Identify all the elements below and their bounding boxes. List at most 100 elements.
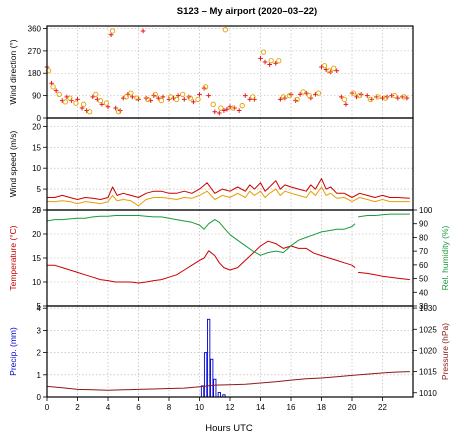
y-axis-label: Temperature (°C): [8, 225, 18, 290]
y-axis-label: Wind speed (m/s): [8, 131, 18, 198]
wind-dir-point: [130, 94, 135, 100]
wind-dir-point: [217, 110, 222, 116]
wind-gust-point: [50, 84, 56, 90]
panel-3-grid: [46, 209, 413, 307]
wind-gust-point: [382, 95, 389, 101]
wind-dir-point: [140, 28, 146, 34]
wind-gust-point: [367, 96, 373, 103]
wind-dir-point: [258, 56, 263, 61]
wind-dir-point: [389, 93, 394, 98]
y-tick-label: 360: [28, 24, 42, 33]
wind-dir-point: [156, 95, 161, 101]
y-tick-label: 0: [37, 206, 42, 215]
wind-dir-point: [364, 93, 370, 98]
wind-dir-point: [273, 60, 279, 66]
series-line-4-2: [46, 371, 410, 391]
wind-gust-point: [276, 58, 282, 64]
wind-dir-point: [49, 80, 54, 86]
y2-tick-label: 60: [419, 261, 428, 270]
wind-dir-point: [191, 99, 196, 105]
wind-dir-point: [267, 62, 272, 67]
wind-gust-point: [195, 96, 201, 103]
y-tick-label: 5: [37, 185, 42, 194]
wind-gust-point: [326, 68, 332, 74]
wind-dir-point: [278, 97, 283, 102]
x-tick-label: 14: [256, 403, 265, 412]
wind-gust-point: [268, 58, 274, 64]
wind-dir-point: [224, 106, 230, 112]
wind-gust-point: [321, 63, 328, 69]
y-tick-label: 10: [32, 278, 41, 287]
wind-gust-point: [350, 90, 357, 96]
y2-tick-label: 80: [419, 233, 428, 242]
wind-gust-point: [45, 68, 52, 74]
wind-dir-point: [113, 105, 118, 111]
wind-dir-point: [221, 108, 227, 113]
series-line-3-1: [47, 240, 410, 284]
wind-gust-point: [230, 105, 236, 111]
wind-gust-point: [218, 105, 224, 111]
wind-dir-point: [247, 97, 253, 102]
wind-gust-point: [280, 94, 287, 100]
y-tick-label: 15: [32, 254, 41, 263]
y-tick-label: 5: [37, 302, 42, 311]
wind-gust-point: [134, 95, 140, 101]
wind-dir-point: [242, 93, 248, 98]
y2-tick-label: 100: [419, 206, 433, 215]
wind-dir-point: [197, 92, 202, 97]
x-tick-label: 22: [378, 403, 387, 412]
wind-gust-point: [187, 95, 194, 101]
wind-gust-point: [341, 96, 348, 103]
series-line-2-1: [47, 178, 410, 200]
precip-bar: [210, 358, 214, 398]
wind-dir-point: [212, 109, 218, 115]
x-tick-label: 18: [317, 403, 326, 412]
y-tick-label: 90: [32, 92, 41, 101]
y-tick-label: 0: [37, 114, 42, 123]
wind-gust-point: [103, 100, 110, 106]
y-tick-label: 15: [32, 143, 41, 152]
wind-gust-point: [152, 91, 158, 98]
y2-tick-label: 1025: [419, 325, 437, 334]
x-axis-label: Hours UTC: [205, 423, 253, 434]
y2-tick-label: 1015: [419, 368, 437, 377]
x-tick-label: 2: [75, 403, 80, 412]
wind-gust-point: [123, 94, 129, 100]
wind-gust-point: [128, 90, 134, 96]
x-tick-label: 0: [45, 403, 50, 412]
wind-gust-point: [392, 92, 398, 99]
y2-tick-label: 70: [419, 247, 428, 256]
wind-dir-point: [105, 104, 111, 110]
wind-dir-point: [160, 94, 166, 100]
wind-gust-point: [260, 49, 267, 55]
wind-dir-point: [395, 95, 401, 101]
y-axis-label: Wind direction (°): [8, 39, 18, 104]
y2-tick-label: 30: [419, 302, 428, 311]
wind-gust-point: [356, 92, 363, 99]
wind-dir-point: [236, 108, 242, 113]
wind-gust-point: [173, 96, 180, 103]
wind-gust-point: [401, 94, 407, 100]
wind-gust-point: [97, 97, 104, 104]
wind-gust-point: [202, 84, 209, 90]
wind-dir-point: [53, 88, 59, 93]
wind-dir-point: [175, 93, 181, 98]
wind-gust-point: [222, 27, 229, 33]
wind-gust-point: [331, 65, 337, 71]
y2-tick-label: 1010: [419, 389, 437, 398]
y-tick-label: 180: [28, 69, 42, 78]
wind-gust-point: [87, 109, 93, 115]
wind-gust-point: [306, 92, 312, 99]
y-tick-label: 270: [28, 47, 42, 56]
wind-dir-point: [339, 94, 344, 100]
y-tick-label: 10: [32, 164, 41, 173]
wind-dir-point: [334, 68, 340, 74]
wind-dir-point: [99, 102, 105, 107]
x-tick-label: 8: [167, 403, 172, 412]
y-tick-label: 0: [37, 393, 42, 402]
x-tick-label: 10: [195, 403, 204, 412]
y-tick-label: 25: [32, 206, 41, 215]
y2-axis-label: Pressure (hPa): [440, 323, 450, 380]
wind-gust-point: [144, 96, 151, 103]
wind-gust-point: [56, 91, 62, 98]
